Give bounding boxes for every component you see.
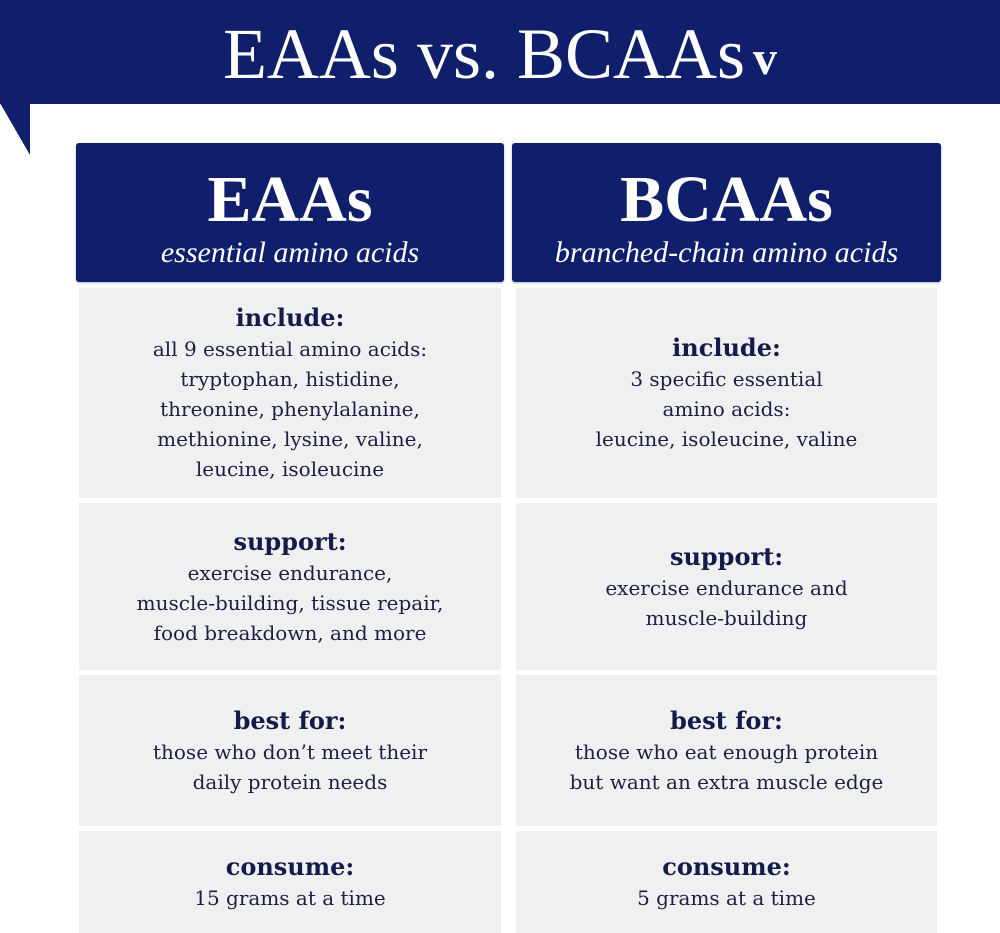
row-text: exercise endurance, muscle-building, tis… xyxy=(136,560,444,645)
column-title: EAAs xyxy=(207,163,373,236)
eaas-best-for-cell: best for: those who don’t meet their dail… xyxy=(79,675,501,826)
brand-logo-icon: v xyxy=(753,32,778,85)
eaas-header-card: EAAs essential amino acids xyxy=(76,143,504,282)
eaas-support-cell: support: exercise endurance, muscle-build… xyxy=(79,503,501,670)
bcaas-include-cell: include: 3 specific essential amino acids… xyxy=(516,288,937,498)
row-text: 5 grams at a time xyxy=(637,886,816,910)
row-label: support: xyxy=(233,526,347,556)
row-text: 3 specific essential amino acids: leucin… xyxy=(595,367,858,451)
row-text: those who don’t meet their daily protein… xyxy=(152,739,428,794)
row-text: 15 grams at a time xyxy=(194,886,386,910)
row-label: consume: xyxy=(225,852,355,881)
banner-tail xyxy=(0,103,30,155)
column-title: BCAAs xyxy=(620,163,833,236)
eaas-consume-cell: consume: 15 grams at a time xyxy=(79,831,501,933)
page-title: EAAs vs. BCAAs v xyxy=(0,14,1000,99)
row-label: consume: xyxy=(662,852,791,881)
column-subtitle: branched-chain amino acids xyxy=(554,236,899,269)
row-label: include: xyxy=(235,303,345,332)
row-text: all 9 essential amino acids: tryptophan,… xyxy=(152,337,428,481)
eaas-include-cell: include: all 9 essential amino acids: try… xyxy=(79,288,501,498)
row-text: exercise endurance and muscle-building xyxy=(605,575,848,630)
bcaas-consume-cell: consume: 5 grams at a time xyxy=(516,831,937,933)
title-banner: EAAs vs. BCAAs v xyxy=(0,0,1000,104)
bcaas-best-for-cell: best for: those who eat enough protein bu… xyxy=(516,675,937,826)
row-label: support: xyxy=(669,541,784,571)
column-subtitle: essential amino acids xyxy=(160,236,420,269)
title-text: EAAs vs. BCAAs xyxy=(222,14,746,94)
bcaas-support-cell: support: exercise endurance and muscle-bu… xyxy=(516,503,937,670)
row-text: those who eat enough protein but want an… xyxy=(569,739,884,794)
row-label: include: xyxy=(672,333,781,362)
row-label: best for: xyxy=(233,705,347,735)
row-label: best for: xyxy=(670,705,783,735)
bcaas-header-card: BCAAs branched-chain amino acids xyxy=(512,143,941,282)
